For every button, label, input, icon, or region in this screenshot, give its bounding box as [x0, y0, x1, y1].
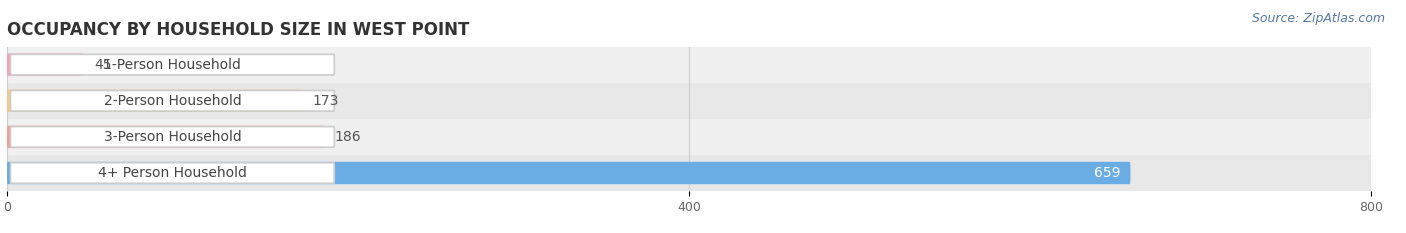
FancyBboxPatch shape	[10, 54, 335, 75]
Bar	[7, 119, 1371, 155]
Bar	[7, 155, 1371, 191]
FancyBboxPatch shape	[10, 127, 335, 147]
FancyBboxPatch shape	[7, 89, 302, 112]
Text: 45: 45	[94, 58, 111, 72]
FancyBboxPatch shape	[10, 163, 335, 183]
Text: 173: 173	[312, 94, 339, 108]
Text: 3-Person Household: 3-Person Household	[104, 130, 242, 144]
Text: OCCUPANCY BY HOUSEHOLD SIZE IN WEST POINT: OCCUPANCY BY HOUSEHOLD SIZE IN WEST POIN…	[7, 21, 470, 39]
Bar	[7, 47, 1371, 83]
Text: 4+ Person Household: 4+ Person Household	[98, 166, 247, 180]
FancyBboxPatch shape	[7, 53, 84, 76]
Text: Source: ZipAtlas.com: Source: ZipAtlas.com	[1251, 12, 1385, 25]
Text: 1-Person Household: 1-Person Household	[104, 58, 242, 72]
FancyBboxPatch shape	[7, 126, 325, 148]
Text: 659: 659	[1094, 166, 1121, 180]
Text: 2-Person Household: 2-Person Household	[104, 94, 242, 108]
Text: 186: 186	[335, 130, 361, 144]
FancyBboxPatch shape	[10, 90, 335, 111]
FancyBboxPatch shape	[7, 162, 1130, 184]
Bar	[7, 83, 1371, 119]
